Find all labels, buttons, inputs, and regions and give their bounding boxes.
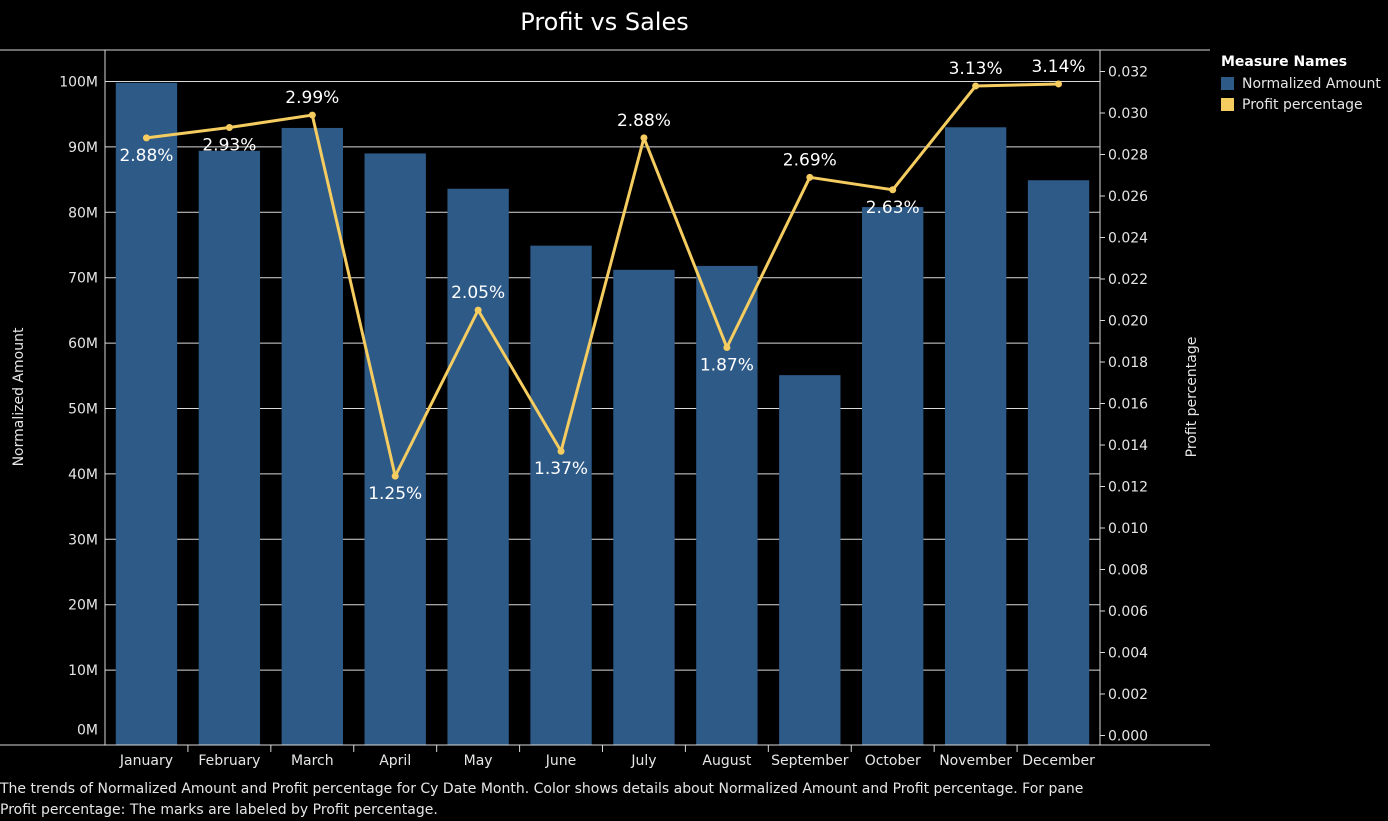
data-label: 2.88% — [617, 111, 671, 131]
y2-tick-label: 0.006 — [1108, 604, 1148, 620]
x-tick-label: November — [939, 753, 1012, 769]
data-label: 2.05% — [451, 283, 505, 303]
line-point — [142, 134, 150, 142]
data-label: 3.14% — [1032, 57, 1086, 77]
legend-label: Normalized Amount — [1242, 75, 1381, 92]
y2-tick-label: 0.000 — [1108, 729, 1148, 745]
y-tick-label: 10M — [68, 663, 98, 679]
data-label: 2.99% — [285, 88, 339, 108]
bar — [1027, 180, 1090, 745]
line-point — [308, 111, 316, 119]
y2-tick-label: 0.014 — [1108, 438, 1148, 454]
x-tick-label: October — [865, 753, 921, 769]
y-tick-label: 80M — [68, 205, 98, 221]
legend-swatch — [1221, 77, 1234, 90]
x-tick-label: April — [379, 753, 411, 769]
y2-tick-label: 0.022 — [1108, 272, 1148, 288]
bar — [115, 82, 178, 745]
line-series — [142, 80, 1063, 480]
legend: Measure Names Normalized Amount Profit p… — [1221, 54, 1381, 115]
y2-tick-label: 0.004 — [1108, 646, 1148, 662]
x-tick-label: February — [198, 753, 260, 769]
data-label: 3.13% — [949, 59, 1003, 79]
y-axis-title: Normalized Amount — [11, 327, 27, 466]
profit-line — [146, 82, 1059, 478]
y2-tick-label: 0.028 — [1108, 148, 1148, 164]
y-tick-label: 90M — [68, 140, 98, 156]
data-labels: 2.88% 2.93% 2.99% 1.25% 2.05% 1.37% 2.88% 1.87%… — [119, 57, 1085, 504]
plot-frame — [0, 49, 1210, 746]
data-label: 2.63% — [866, 198, 920, 218]
bar — [447, 188, 509, 745]
x-tick-label: January — [119, 753, 173, 769]
data-label: 1.87% — [700, 355, 754, 375]
y2-tick-label: 0.012 — [1108, 480, 1148, 496]
x-tick-label: July — [630, 753, 656, 769]
bar — [198, 150, 261, 745]
x-axis: January February March April May June July Augu… — [119, 745, 1095, 769]
y2-tick-label: 0.032 — [1108, 65, 1148, 81]
x-tick-label: May — [464, 753, 493, 769]
bar — [613, 269, 675, 745]
line-point — [889, 186, 897, 194]
legend-item-normalized-amount[interactable]: Normalized Amount — [1221, 73, 1381, 94]
y2-tick-label: 0.030 — [1108, 106, 1148, 122]
bar — [944, 127, 1007, 745]
y-tick-label: 60M — [68, 336, 98, 352]
y2-tick-label: 0.016 — [1108, 397, 1148, 413]
bar — [364, 153, 426, 745]
line-point — [474, 306, 482, 314]
y2-tick-label: 0.024 — [1108, 231, 1148, 247]
x-tick-label: June — [545, 753, 577, 769]
x-tick-label: August — [702, 753, 752, 769]
data-label: 2.69% — [783, 150, 837, 170]
data-label: 2.93% — [202, 136, 256, 156]
legend-swatch — [1221, 98, 1234, 111]
y2-tick-label: 0.010 — [1108, 521, 1148, 537]
x-tick-label: December — [1022, 753, 1095, 769]
bar-series — [115, 82, 1090, 745]
bar — [696, 265, 758, 745]
y2-tick-label: 0.002 — [1108, 687, 1148, 703]
bar — [281, 127, 343, 745]
y-tick-label: 100M — [59, 75, 98, 91]
legend-label: Profit percentage — [1242, 96, 1363, 113]
y-axis-right: 0.000 0.002 0.004 0.006 0.008 0.010 0.012 0.014… — [1100, 65, 1148, 745]
line-point — [640, 134, 648, 142]
y2-tick-label: 0.026 — [1108, 189, 1148, 205]
bar — [862, 207, 924, 745]
y2-axis-title: Profit percentage — [1184, 337, 1200, 458]
line-point — [972, 82, 980, 90]
line-point — [557, 447, 565, 455]
y-tick-label: 50M — [68, 402, 98, 418]
gridlines — [105, 81, 1100, 671]
y-tick-label: 40M — [68, 467, 98, 483]
chart-title: Profit vs Sales — [520, 8, 689, 36]
data-label: 1.37% — [534, 459, 588, 479]
x-tick-label: September — [771, 753, 849, 769]
y-tick-label: 30M — [68, 532, 98, 548]
y-tick-label: 20M — [68, 598, 98, 614]
line-point — [225, 124, 233, 132]
bar — [530, 245, 592, 745]
y-tick-label: 0M — [77, 723, 98, 739]
x-tick-label: March — [291, 753, 334, 769]
y2-tick-label: 0.008 — [1108, 563, 1148, 579]
line-point — [391, 472, 399, 480]
line-point — [723, 343, 731, 351]
legend-title: Measure Names — [1221, 54, 1348, 70]
data-label: 2.88% — [119, 146, 173, 166]
y2-tick-label: 0.018 — [1108, 355, 1148, 371]
line-point — [806, 173, 814, 181]
y-axis-left: 0M 10M 20M 30M 40M 50M 60M 70M 80M 90M 100M — [59, 75, 98, 739]
data-label: 1.25% — [368, 484, 422, 504]
legend-item-profit-percentage[interactable]: Profit percentage — [1221, 94, 1381, 115]
chart-caption: The trends of Normalized Amount and Prof… — [0, 781, 1084, 818]
y-tick-label: 70M — [68, 271, 98, 287]
y2-tick-label: 0.020 — [1108, 314, 1148, 330]
line-point — [1055, 80, 1063, 88]
bar — [779, 375, 841, 745]
